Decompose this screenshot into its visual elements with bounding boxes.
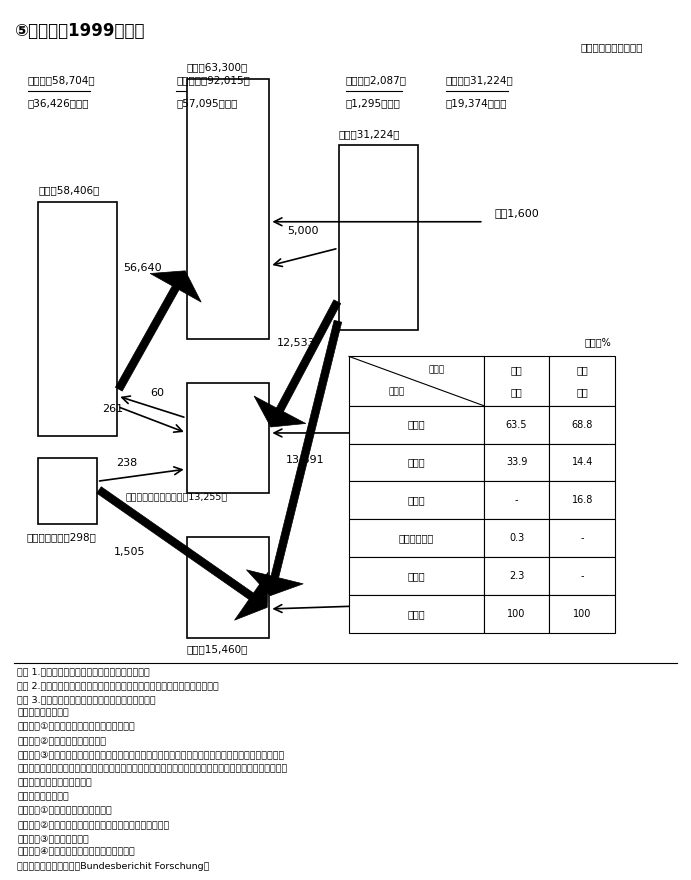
Text: 外国1,600: 外国1,600 bbox=[494, 209, 539, 218]
Text: 割合: 割合 bbox=[511, 387, 522, 397]
Text: （２）使用者側: （２）使用者側 bbox=[17, 792, 69, 801]
Bar bbox=[38, 202, 117, 436]
Text: （民間負58,704）: （民間負58,704） bbox=[28, 75, 95, 84]
Bar bbox=[484, 595, 549, 633]
Text: 16.8: 16.8 bbox=[571, 495, 593, 505]
Text: 負担: 負担 bbox=[511, 365, 522, 375]
Text: （1,295億円）: （1,295億円） bbox=[346, 98, 400, 107]
Bar bbox=[484, 444, 549, 481]
Bar bbox=[484, 557, 549, 595]
Text: 組　織: 組 織 bbox=[388, 387, 404, 396]
Text: 注） 1.自然科学と人文・社会科学の合計である。: 注） 1.自然科学と人文・社会科学の合計である。 bbox=[17, 667, 150, 676]
Text: ①産業：産業（公営企業体を含む）: ①産業：産業（公営企業体を含む） bbox=[17, 722, 135, 731]
Bar bbox=[484, 406, 549, 444]
Bar bbox=[349, 406, 484, 444]
Bar bbox=[187, 79, 269, 339]
Text: （大学15,460）: （大学15,460） bbox=[187, 644, 248, 654]
Bar bbox=[549, 356, 615, 406]
Text: （１）負担者側: （１）負担者側 bbox=[17, 708, 69, 718]
Bar bbox=[349, 557, 484, 595]
Bar bbox=[549, 444, 615, 481]
Text: （政府及び民営研究機関13,255）: （政府及び民営研究機関13,255） bbox=[126, 493, 228, 502]
Text: 究促進協会等）: 究促進協会等） bbox=[17, 778, 92, 788]
Text: （19,374億円）: （19,374億円） bbox=[446, 98, 507, 107]
Text: 外　国: 外 国 bbox=[408, 571, 425, 581]
Bar bbox=[549, 595, 615, 633]
Text: （民営研究機関298）: （民営研究機関298） bbox=[26, 532, 96, 542]
Text: （総使用顉92,015）: （総使用顉92,015） bbox=[176, 75, 250, 84]
Bar bbox=[349, 356, 484, 406]
Text: （政府負31,224）: （政府負31,224） bbox=[446, 75, 513, 84]
Text: （外国負2,087）: （外国負2,087） bbox=[346, 75, 406, 84]
Text: 区　分: 区 分 bbox=[428, 366, 444, 375]
Text: 56,640: 56,640 bbox=[123, 263, 162, 273]
Text: （単位：百万マルク）: （単位：百万マルク） bbox=[580, 42, 643, 52]
Text: 261: 261 bbox=[102, 404, 124, 414]
Text: 33.9: 33.9 bbox=[506, 458, 527, 467]
Text: 100: 100 bbox=[507, 609, 526, 619]
Bar bbox=[349, 519, 484, 557]
Text: 外国264: 外国264 bbox=[494, 593, 529, 603]
Text: 238: 238 bbox=[116, 458, 138, 468]
Text: ④民営研究機関：負担者側に同じ。: ④民営研究機関：負担者側に同じ。 bbox=[17, 847, 135, 857]
Text: ③民営研究機関：営利を目的としない民営の研究機関及び主として政府の助成により運営する: ③民営研究機関：営利を目的としない民営の研究機関及び主として政府の助成により運営… bbox=[17, 751, 285, 759]
Text: 政　府: 政 府 bbox=[408, 458, 425, 467]
Text: ③大学：州立大学: ③大学：州立大学 bbox=[17, 834, 89, 843]
Text: 3.各組織の範囲については次のとおりである。: 3.各組織の範囲については次のとおりである。 bbox=[17, 695, 156, 704]
Bar bbox=[38, 458, 97, 524]
Text: 100: 100 bbox=[573, 609, 591, 619]
Text: ①産業：負担者側に同じ。: ①産業：負担者側に同じ。 bbox=[17, 806, 112, 815]
Bar bbox=[549, 519, 615, 557]
Bar bbox=[349, 481, 484, 519]
Text: -: - bbox=[580, 533, 584, 543]
Text: 研究機関（大規模研究機関、マックス・プランク学術振興会、フラウンフォーファー応用研: 研究機関（大規模研究機関、マックス・プランク学術振興会、フラウンフォーファー応用… bbox=[17, 765, 287, 774]
Text: -: - bbox=[580, 571, 584, 581]
Text: 単位：%: 単位：% bbox=[585, 338, 612, 348]
Text: 資料：連邦教育研究省「Bundesberichit Forschung」: 資料：連邦教育研究省「Bundesberichit Forschung」 bbox=[17, 862, 209, 870]
Bar bbox=[187, 537, 269, 638]
Bar bbox=[339, 145, 418, 330]
Bar bbox=[549, 481, 615, 519]
Bar bbox=[549, 557, 615, 595]
Text: ⑤ドイツ（1999年度）: ⑤ドイツ（1999年度） bbox=[14, 22, 144, 40]
Text: 外国223: 外国223 bbox=[494, 421, 529, 430]
Bar bbox=[349, 595, 484, 633]
Text: （産業58,406）: （産業58,406） bbox=[38, 186, 100, 195]
Bar bbox=[187, 383, 269, 493]
Text: 1,505: 1,505 bbox=[114, 547, 146, 557]
Bar bbox=[484, 481, 549, 519]
Text: ②政府研究機関：連邦、州及び地方政府研究機関: ②政府研究機関：連邦、州及び地方政府研究機関 bbox=[17, 820, 169, 829]
Text: 割合: 割合 bbox=[576, 387, 588, 397]
Bar bbox=[484, 356, 549, 406]
Text: 2.3: 2.3 bbox=[509, 571, 524, 581]
Text: 産　業: 産 業 bbox=[408, 420, 425, 429]
Text: -: - bbox=[515, 495, 518, 505]
Bar bbox=[349, 444, 484, 481]
Text: 合　計: 合 計 bbox=[408, 609, 425, 619]
Text: 14.4: 14.4 bbox=[571, 458, 593, 467]
Text: （政府31,224）: （政府31,224） bbox=[339, 129, 400, 139]
Bar bbox=[549, 406, 615, 444]
Text: ②政府：連邦及び州政府: ②政府：連邦及び州政府 bbox=[17, 737, 106, 745]
Text: 68.8: 68.8 bbox=[571, 420, 593, 429]
Text: 5,000: 5,000 bbox=[287, 226, 319, 236]
Bar bbox=[484, 519, 549, 557]
Text: 13,691: 13,691 bbox=[285, 455, 324, 465]
Text: 民営研究機関: 民営研究機関 bbox=[399, 533, 434, 543]
Text: （産業63,300）: （産業63,300） bbox=[187, 62, 248, 72]
Text: 0.3: 0.3 bbox=[509, 533, 524, 543]
Text: 12,533: 12,533 bbox=[276, 338, 315, 348]
Text: 2.使用側の「政府研究機関」と「民営研究機関」は区別されていない。: 2.使用側の「政府研究機関」と「民営研究機関」は区別されていない。 bbox=[17, 681, 219, 690]
Text: 大　学: 大 学 bbox=[408, 495, 425, 505]
Text: （57,095億円）: （57,095億円） bbox=[176, 98, 238, 107]
Text: 使用: 使用 bbox=[576, 365, 588, 375]
Text: （36,426億円）: （36,426億円） bbox=[28, 98, 89, 107]
Text: 63.5: 63.5 bbox=[506, 420, 527, 429]
Text: 60: 60 bbox=[151, 388, 164, 398]
